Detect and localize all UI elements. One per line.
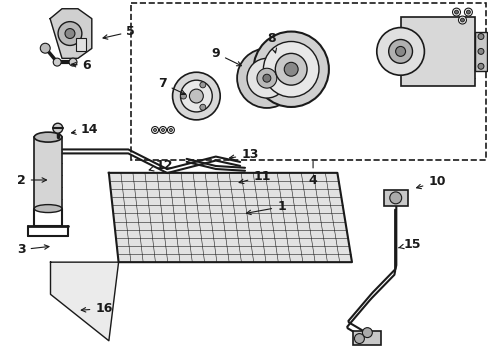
Text: 16: 16 bbox=[81, 302, 113, 315]
Circle shape bbox=[354, 334, 365, 343]
Text: 9: 9 bbox=[212, 47, 242, 66]
Circle shape bbox=[453, 8, 461, 16]
Text: 5: 5 bbox=[103, 25, 135, 39]
Text: 8: 8 bbox=[268, 32, 276, 53]
Polygon shape bbox=[50, 9, 92, 58]
Circle shape bbox=[264, 41, 319, 97]
Circle shape bbox=[170, 129, 172, 131]
Circle shape bbox=[180, 80, 212, 112]
Circle shape bbox=[284, 62, 298, 76]
Ellipse shape bbox=[34, 204, 62, 212]
Circle shape bbox=[257, 68, 277, 88]
Circle shape bbox=[200, 104, 206, 110]
Circle shape bbox=[395, 46, 406, 57]
Circle shape bbox=[162, 129, 165, 131]
Bar bbox=[384, 190, 408, 206]
Circle shape bbox=[455, 10, 459, 14]
Bar bbox=[34, 137, 62, 208]
Circle shape bbox=[253, 32, 329, 107]
Circle shape bbox=[478, 33, 484, 40]
Circle shape bbox=[263, 74, 271, 82]
Bar bbox=[475, 32, 487, 71]
Circle shape bbox=[466, 10, 470, 14]
Circle shape bbox=[69, 58, 77, 66]
Text: 13: 13 bbox=[229, 148, 259, 162]
Text: 12: 12 bbox=[149, 159, 173, 172]
Text: 4: 4 bbox=[309, 161, 318, 186]
Circle shape bbox=[53, 123, 63, 133]
Circle shape bbox=[58, 22, 82, 45]
Circle shape bbox=[160, 126, 167, 134]
Circle shape bbox=[153, 129, 156, 131]
Text: 11: 11 bbox=[239, 170, 271, 184]
Text: 15: 15 bbox=[398, 238, 421, 251]
Circle shape bbox=[389, 40, 413, 63]
Circle shape bbox=[237, 49, 296, 108]
Text: 1: 1 bbox=[246, 200, 286, 215]
Text: 3: 3 bbox=[17, 243, 49, 256]
Circle shape bbox=[478, 49, 484, 54]
Circle shape bbox=[200, 82, 206, 88]
Circle shape bbox=[478, 63, 484, 69]
Circle shape bbox=[168, 126, 174, 134]
Circle shape bbox=[65, 28, 75, 39]
Circle shape bbox=[172, 72, 220, 120]
Text: 6: 6 bbox=[72, 59, 91, 72]
Circle shape bbox=[461, 18, 465, 22]
Text: 10: 10 bbox=[416, 175, 446, 189]
Circle shape bbox=[275, 53, 307, 85]
Circle shape bbox=[40, 43, 50, 53]
Circle shape bbox=[377, 28, 424, 75]
Circle shape bbox=[53, 58, 61, 66]
Circle shape bbox=[247, 58, 287, 98]
Circle shape bbox=[363, 328, 372, 338]
Circle shape bbox=[465, 8, 472, 16]
Bar bbox=[76, 37, 86, 51]
Bar bbox=[401, 17, 475, 86]
Bar bbox=[131, 3, 486, 160]
Bar bbox=[353, 330, 381, 345]
Circle shape bbox=[151, 126, 159, 134]
Polygon shape bbox=[109, 173, 352, 262]
Ellipse shape bbox=[34, 132, 62, 142]
Circle shape bbox=[459, 16, 466, 24]
Circle shape bbox=[390, 192, 402, 204]
Text: 7: 7 bbox=[158, 77, 185, 94]
Polygon shape bbox=[50, 262, 119, 341]
Text: 14: 14 bbox=[72, 123, 98, 136]
Circle shape bbox=[180, 93, 187, 99]
Text: 2: 2 bbox=[17, 174, 47, 186]
Circle shape bbox=[190, 89, 203, 103]
